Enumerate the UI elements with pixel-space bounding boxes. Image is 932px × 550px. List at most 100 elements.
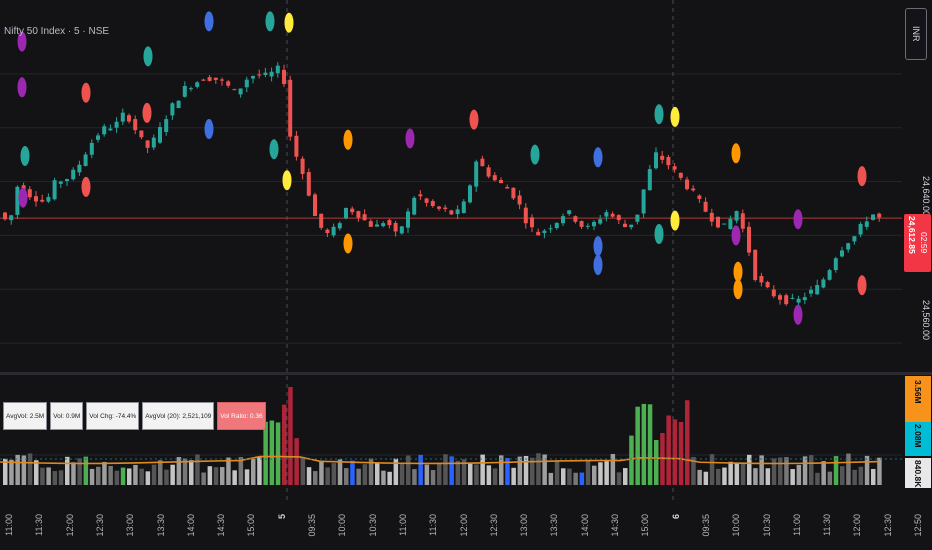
candle-body bbox=[722, 223, 727, 225]
volume-bar bbox=[641, 403, 647, 485]
candles bbox=[3, 62, 882, 307]
candle-body bbox=[108, 128, 113, 131]
candle-body bbox=[251, 75, 255, 79]
volume-bar bbox=[685, 400, 690, 485]
volume-bar bbox=[77, 458, 82, 485]
time-tick: 11:30 bbox=[34, 514, 45, 536]
candle-body bbox=[3, 212, 7, 220]
candle-body bbox=[52, 180, 57, 200]
volume-bar bbox=[437, 462, 442, 485]
volume-bar bbox=[89, 468, 95, 485]
time-tick: 12:30 bbox=[882, 514, 893, 537]
volume-bar bbox=[759, 455, 764, 485]
time-tick: 13:00 bbox=[125, 514, 136, 537]
candle-body bbox=[430, 201, 435, 206]
volume-bar bbox=[480, 454, 485, 485]
candle-body bbox=[858, 223, 863, 235]
volume-bar bbox=[164, 469, 169, 485]
volume-bar bbox=[840, 466, 845, 485]
candle-body bbox=[654, 152, 658, 169]
time-tick: 10:30 bbox=[761, 514, 772, 537]
candle-body bbox=[27, 189, 32, 198]
candle-body bbox=[734, 211, 739, 221]
volume-bar bbox=[207, 466, 213, 485]
volume-bar bbox=[344, 468, 349, 485]
time-tick: 14:30 bbox=[216, 514, 227, 537]
volume-bar bbox=[554, 460, 560, 485]
candle-body bbox=[65, 179, 69, 181]
time-tick: 09:35 bbox=[307, 514, 317, 537]
volume-bar bbox=[629, 435, 634, 485]
time-tick: 11:00 bbox=[4, 514, 14, 536]
volume-bar bbox=[784, 457, 789, 485]
pane-separator bbox=[0, 372, 932, 375]
time-tick: 12:30 bbox=[488, 514, 499, 537]
time-tick: 14:30 bbox=[610, 514, 620, 537]
volume-bar bbox=[747, 454, 752, 485]
volume-average-line bbox=[0, 455, 881, 465]
time-tick: 13:00 bbox=[519, 514, 530, 537]
candle-body bbox=[387, 220, 392, 226]
volume-bar bbox=[313, 471, 318, 485]
volume-bar bbox=[716, 468, 721, 485]
candle-body bbox=[275, 65, 280, 74]
candle-body bbox=[852, 236, 857, 242]
volume-bar bbox=[517, 456, 523, 485]
currency-button[interactable]: INR bbox=[905, 8, 927, 60]
candle-body bbox=[579, 220, 584, 227]
time-tick: 12:00 bbox=[852, 514, 863, 537]
signal-dot bbox=[405, 128, 415, 149]
candle-body bbox=[399, 226, 404, 234]
volume-bar bbox=[275, 422, 281, 485]
candle-body bbox=[350, 208, 355, 213]
signal-dot bbox=[793, 304, 803, 325]
time-tick: 12:00 bbox=[458, 514, 469, 537]
volume-bar bbox=[263, 421, 268, 485]
candle-body bbox=[375, 224, 379, 227]
signal-dot bbox=[18, 187, 28, 208]
candle-body bbox=[15, 186, 20, 215]
candle-body bbox=[368, 221, 373, 227]
candle-body bbox=[790, 297, 795, 299]
volume-bar bbox=[114, 470, 120, 485]
candle-body bbox=[840, 250, 844, 257]
price-tick-2: 24,560.00 bbox=[921, 300, 931, 341]
candle-body bbox=[554, 222, 559, 229]
candle-body bbox=[424, 198, 429, 203]
signal-dot bbox=[81, 82, 91, 103]
currency-label: INR bbox=[911, 26, 921, 42]
candle-body bbox=[182, 85, 187, 97]
volume-bar bbox=[350, 460, 355, 485]
candle-body bbox=[864, 221, 869, 227]
candle-body bbox=[480, 158, 485, 167]
time-axis[interactable]: 11:00 11:30 12:00 12:30 13:00 13:30 14:00 14:30… bbox=[0, 500, 932, 550]
volume-bar bbox=[809, 455, 814, 485]
candle-body bbox=[195, 82, 200, 87]
candle-body bbox=[102, 126, 107, 135]
volume-bar bbox=[846, 453, 851, 485]
volume-bar bbox=[145, 471, 151, 485]
signal-dot bbox=[265, 11, 275, 32]
signal-dot bbox=[269, 139, 279, 160]
volume-bar bbox=[579, 472, 585, 485]
candle-body bbox=[623, 223, 627, 228]
vol-tag-2: 2.08M bbox=[905, 422, 931, 456]
volume-bar bbox=[406, 455, 411, 485]
candle-body bbox=[728, 218, 733, 230]
volume-bar bbox=[96, 466, 101, 485]
volume-bar bbox=[827, 471, 833, 485]
stat-vol: Vol: 0.9M bbox=[50, 402, 84, 430]
last-price-badge: 24,612.85 02:59 bbox=[904, 214, 931, 272]
candle-body bbox=[170, 103, 175, 116]
volume-bar bbox=[592, 465, 597, 485]
candle-body bbox=[809, 289, 813, 294]
candle-body bbox=[176, 100, 181, 109]
volume-bar bbox=[604, 461, 609, 485]
signal-dot bbox=[20, 145, 30, 166]
signal-dot bbox=[284, 12, 294, 33]
volume-bar bbox=[288, 387, 293, 485]
candle-countdown: 02:59 bbox=[919, 232, 929, 254]
volume-bar bbox=[722, 467, 727, 485]
